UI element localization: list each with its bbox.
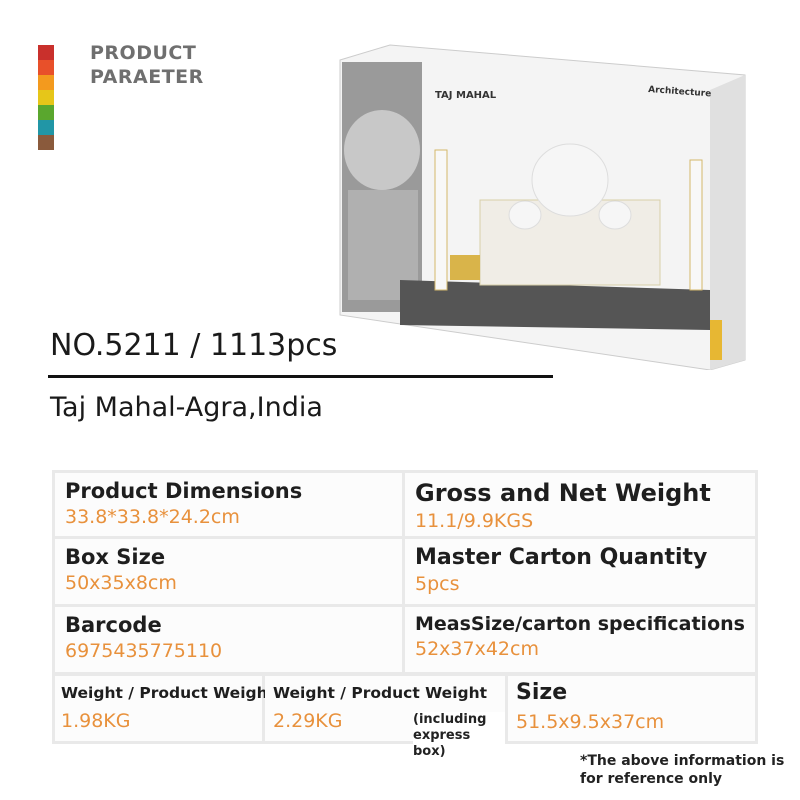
spec-label: Master Carton Quantity <box>415 545 708 570</box>
header-line: PARAETER <box>90 66 204 88</box>
box-brand: Architecture <box>648 85 712 99</box>
spec-table: Product Dimensions 33.8*33.8*24.2cm Gros… <box>52 470 758 760</box>
footnote: *The above information is for reference … <box>580 753 785 787</box>
spec-value: 11.1/9.9KGS <box>415 510 534 532</box>
spec-label: Box Size <box>65 545 166 569</box>
spec-value: 51.5x9.5x37cm <box>516 711 665 733</box>
header-line: PRODUCT <box>90 42 197 64</box>
product-image: TAJ MAHAL Architecture <box>339 44 746 370</box>
spec-value: 1.98KG <box>61 710 131 732</box>
spec-value: 5pcs <box>415 573 460 595</box>
spec-label: Weight / Product Weight <box>61 684 276 702</box>
spec-value: 52x37x42cm <box>415 638 539 660</box>
spec-cell: Weight / Product Weight 2.29KG (includin… <box>265 676 505 760</box>
model-number: NO.5211 / 1113pcs <box>50 328 338 363</box>
spec-value: 2.29KG <box>273 710 343 732</box>
spec-cell: MeasSize/carton specifications 52x37x42c… <box>405 607 755 672</box>
spec-cell: Size 51.5x9.5x37cm <box>508 676 755 741</box>
color-bars <box>38 45 54 150</box>
spec-cell: Weight / Product Weight 1.98KG <box>55 676 276 741</box>
spec-cell: Barcode 6975435775110 <box>55 607 402 672</box>
spec-cell: Box Size 50x35x8cm <box>55 539 402 604</box>
spec-label: Gross and Net Weight <box>415 479 711 507</box>
spec-value: 33.8*33.8*24.2cm <box>65 506 240 528</box>
product-name: Taj Mahal-Agra,India <box>50 392 323 423</box>
spec-label: MeasSize/carton specifications <box>415 613 745 635</box>
spec-cell: Master Carton Quantity 5pcs <box>405 539 755 604</box>
spec-value: 50x35x8cm <box>65 572 177 594</box>
spec-note: (including express box) <box>413 712 505 760</box>
divider <box>48 375 553 378</box>
spec-label: Size <box>516 680 568 705</box>
spec-label: Weight / Product Weight <box>273 684 488 702</box>
spec-cell: Gross and Net Weight 11.1/9.9KGS <box>405 473 755 536</box>
spec-cell: Product Dimensions 33.8*33.8*24.2cm <box>55 473 402 536</box>
box-title: TAJ MAHAL <box>435 90 497 101</box>
spec-label: Product Dimensions <box>65 479 303 503</box>
spec-value: 6975435775110 <box>65 640 223 662</box>
spec-label: Barcode <box>65 613 162 637</box>
